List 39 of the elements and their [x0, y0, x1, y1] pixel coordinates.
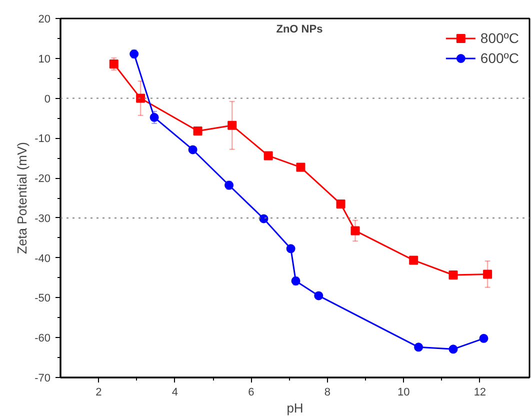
point: [479, 334, 488, 343]
chart-title: ZnO NPs: [276, 23, 323, 36]
y-tick-label: -50: [34, 292, 51, 305]
point: [228, 120, 237, 130]
point: [259, 214, 268, 224]
point: [296, 162, 306, 172]
y-tick-label: -40: [34, 252, 51, 265]
x-tick-label: 6: [248, 386, 254, 398]
x-tick-label: 8: [324, 386, 330, 398]
y-tick-label: -10: [34, 133, 51, 146]
point: [409, 256, 418, 265]
y-tick-label: -30: [34, 212, 51, 225]
point: [286, 244, 296, 254]
point: [150, 112, 159, 122]
point: [314, 291, 324, 300]
point: [188, 145, 198, 154]
legend-label: 800ºC: [480, 30, 519, 46]
point: [336, 199, 346, 208]
y-tick-label: 10: [38, 53, 51, 66]
x-axis-title: pH: [286, 400, 304, 416]
point: [193, 126, 202, 136]
legend-label: 600ºC: [480, 50, 519, 66]
point: [414, 342, 424, 352]
y-tick-label: -70: [34, 372, 51, 384]
x-tick-label: 4: [172, 386, 178, 398]
point: [264, 151, 273, 160]
y-tick-label: 20: [38, 14, 51, 26]
point: [109, 59, 118, 68]
point: [483, 270, 492, 279]
point: [350, 226, 360, 236]
x-tick-label: 12: [474, 386, 486, 398]
y-tick-label: 0: [44, 93, 51, 106]
x-tick-label: 2: [96, 386, 102, 398]
y-tick-label: -20: [34, 173, 51, 186]
y-axis-title: Zeta Potential (mV): [14, 142, 30, 254]
point: [448, 344, 458, 354]
point: [136, 94, 146, 103]
x-tick-label: 10: [398, 386, 410, 398]
y-tick-label: -60: [34, 332, 51, 345]
